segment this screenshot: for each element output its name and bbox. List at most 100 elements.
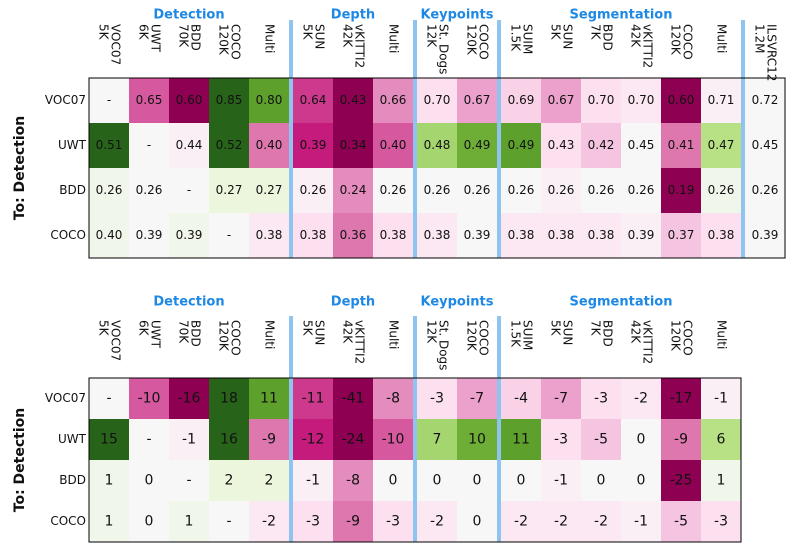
column-header: COCO: [477, 24, 491, 60]
cell-value: 0.49: [464, 138, 491, 152]
column-header: 120K: [465, 24, 479, 56]
cell-value: 0.72: [752, 93, 779, 107]
cell-value: 0.67: [548, 93, 575, 107]
column-header: 70K: [177, 320, 191, 344]
column-header: Multi: [387, 24, 401, 53]
group-label: Keypoints: [420, 295, 493, 310]
column-header: ILSVRC12: [765, 24, 779, 81]
heat-cell: [621, 501, 661, 542]
cell-value: -3: [306, 514, 320, 530]
heat-cell: [169, 123, 209, 168]
heat-cell: [661, 168, 701, 213]
column-header: 42K: [629, 320, 643, 344]
heat-cell: [621, 460, 661, 501]
cell-value: 0.51: [96, 138, 123, 152]
heat-cell: [129, 78, 169, 123]
heat-cell: [249, 501, 289, 542]
heat-cell: [209, 419, 249, 460]
cell-value: 0.67: [464, 93, 491, 107]
heat-cell: [249, 460, 289, 501]
heat-cell: [169, 419, 209, 460]
cell-value: 0.60: [176, 93, 203, 107]
cell-value: 0.70: [424, 93, 451, 107]
heat-cell: [541, 213, 581, 258]
cell-value: 0.38: [380, 228, 407, 242]
cell-value: 18: [220, 391, 238, 407]
cell-value: 0.26: [464, 183, 491, 197]
heat-cell: [249, 123, 289, 168]
heat-cell: [89, 378, 129, 419]
heat-cell: [661, 78, 701, 123]
heat-cell: [249, 419, 289, 460]
cell-value: 0.39: [136, 228, 163, 242]
heat-cell: [581, 213, 621, 258]
cell-value: -2: [514, 514, 528, 530]
heat-cell: [417, 501, 457, 542]
row-label: COCO: [50, 228, 86, 242]
cell-value: 0: [597, 473, 606, 489]
column-header: VOC07: [109, 320, 123, 361]
heat-cell: [169, 213, 209, 258]
heat-cell: [373, 123, 413, 168]
cell-value: -10: [138, 391, 161, 407]
cell-value: 11: [512, 432, 530, 448]
cell-value: 0.65: [136, 93, 163, 107]
cell-value: -1: [182, 432, 196, 448]
heat-cell: [621, 419, 661, 460]
cell-value: 0.26: [380, 183, 407, 197]
cell-value: 0.48: [424, 138, 451, 152]
cell-value: -: [186, 473, 191, 489]
cell-value: -8: [386, 391, 400, 407]
column-header: St. Dogs: [437, 320, 451, 370]
cell-value: 0.26: [508, 183, 535, 197]
cell-value: -17: [670, 391, 693, 407]
cell-value: -3: [594, 391, 608, 407]
heat-cell: [541, 168, 581, 213]
heat-cell: [581, 378, 621, 419]
column-header: 5K: [301, 320, 315, 337]
cell-value: 0.38: [300, 228, 327, 242]
heat-cell: [169, 78, 209, 123]
cell-value: -9: [346, 514, 360, 530]
row-label: UWT: [58, 432, 87, 446]
cell-value: -: [146, 432, 151, 448]
column-header: 1.5K: [509, 24, 523, 52]
cell-value: 0.27: [216, 183, 243, 197]
column-header: 70K: [177, 24, 191, 48]
column-header: SUN: [313, 24, 327, 49]
heat-cell: [129, 419, 169, 460]
heat-cell: [581, 419, 621, 460]
heat-cell: [541, 123, 581, 168]
heat-cell: [581, 123, 621, 168]
column-header: 120K: [669, 24, 683, 56]
heat-cell: [169, 168, 209, 213]
column-header: COCO: [681, 24, 695, 60]
heat-cell: [293, 168, 333, 213]
heat-cell: [129, 501, 169, 542]
heat-cell: [333, 419, 373, 460]
cell-value: 0: [145, 473, 154, 489]
heat-cell: [293, 419, 333, 460]
column-header: SUN: [561, 320, 575, 345]
cell-value: -3: [714, 514, 728, 530]
row-label: VOC07: [45, 93, 86, 107]
cell-value: 1: [105, 514, 114, 530]
heat-cell: [457, 123, 497, 168]
heat-cell: [501, 78, 541, 123]
row-axis-label: To: Detection: [12, 116, 28, 220]
heat-cell: [293, 501, 333, 542]
cell-value: -3: [386, 514, 400, 530]
column-header: vKITTI2: [641, 24, 655, 68]
column-header: Multi: [715, 320, 729, 349]
cell-value: -: [106, 391, 111, 407]
row-label: BDD: [59, 473, 86, 487]
heat-cell: [209, 378, 249, 419]
heat-cell: [373, 168, 413, 213]
column-header: 5K: [301, 24, 315, 41]
heat-cell: [249, 78, 289, 123]
column-header: SUIM: [521, 24, 535, 54]
cell-value: 0.47: [708, 138, 735, 152]
heat-cell: [661, 419, 701, 460]
heat-cell: [661, 378, 701, 419]
column-header: 42K: [341, 24, 355, 48]
